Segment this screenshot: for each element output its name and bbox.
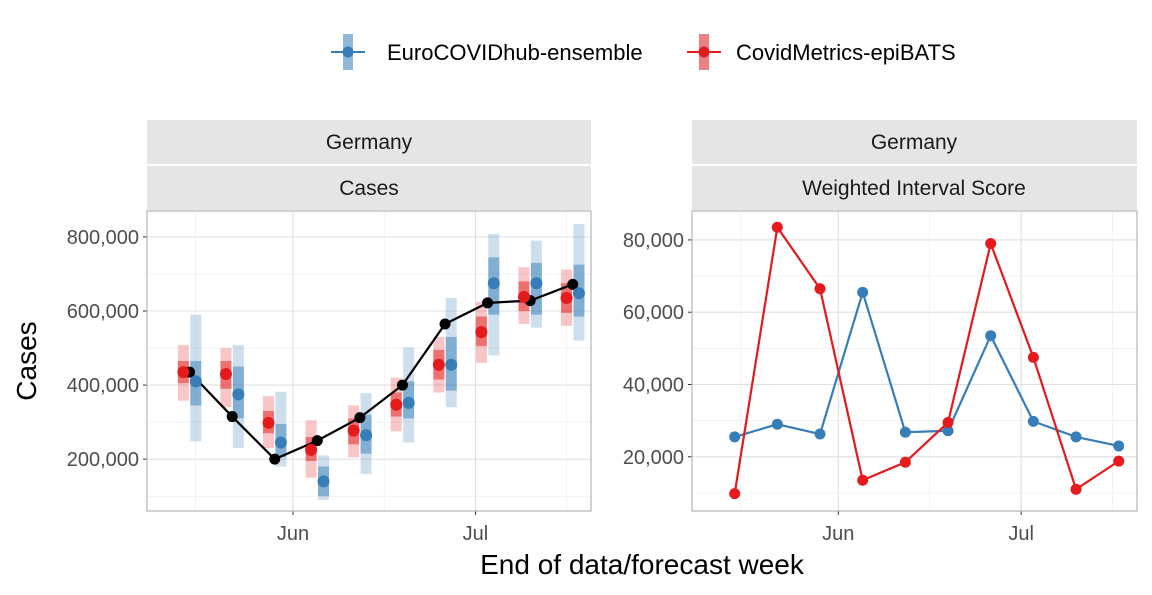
- cases-y-tick-label: 600,000: [67, 301, 139, 323]
- ensemble-median-point: [445, 358, 458, 371]
- ensemble-median-point: [487, 277, 500, 290]
- epibats-median-point: [390, 398, 403, 411]
- cases-y-tick-label: 400,000: [67, 375, 139, 397]
- wis-x-tick-label: Jun: [822, 523, 854, 545]
- right-strip-metric: Weighted Interval Score: [802, 177, 1026, 200]
- epibats-median-point: [432, 358, 445, 371]
- ensemble-median-point: [232, 388, 245, 401]
- wis-y-tick-label: 40,000: [623, 374, 684, 396]
- wis-y-tick-label: 80,000: [623, 230, 684, 252]
- epibats-median-point: [347, 424, 360, 437]
- ensemble-wis-line: [734, 288, 1119, 448]
- wis-panel-border: [691, 210, 1138, 512]
- cases-panel: 200,000 400,000 600,000 800,000 Jun Jul: [67, 210, 592, 545]
- ensemble-wis-point: [899, 426, 911, 438]
- ensemble-wis-point: [1027, 415, 1039, 427]
- wis-y-tick-label: 20,000: [623, 447, 684, 469]
- epibats-median-point: [475, 326, 488, 339]
- epibats-median-point: [305, 443, 318, 456]
- observed-cases-line: [188, 283, 574, 461]
- epibats-median-point: [262, 416, 275, 429]
- observed-cases-point: [482, 297, 494, 309]
- cases-y-tick-label: 200,000: [67, 449, 139, 471]
- ensemble-wis-point: [729, 431, 741, 443]
- left-strip-bottom: [147, 166, 591, 210]
- observed-cases-point: [269, 453, 281, 465]
- epibats-wis-point: [729, 488, 741, 500]
- cases-panel-border: [146, 210, 592, 512]
- ensemble-wis-point: [1113, 440, 1125, 452]
- y-axis-title: Cases: [11, 321, 42, 400]
- wis-panel-background: [692, 211, 1137, 511]
- cases-x-tick-label: Jun: [277, 523, 309, 545]
- left-strip-location: Germany: [326, 131, 413, 154]
- legend-item-epibats: CovidMetrics-epiBATS: [687, 34, 956, 70]
- epibats-wis-point: [1070, 483, 1082, 495]
- epibats-wis-line: [733, 224, 1120, 494]
- ensemble-median-point: [360, 429, 373, 442]
- epibats-wis-point: [771, 221, 783, 233]
- ensemble-wis-point: [771, 418, 783, 430]
- wis-panel: 20,000 40,000 60,000 80,000 Jun Jul: [623, 210, 1138, 545]
- epibats-wis-point: [942, 416, 954, 428]
- epibats-wis-point: [899, 456, 911, 468]
- epibats-median-point: [560, 292, 573, 305]
- epibats-wis-point: [1113, 455, 1125, 467]
- ensemble-median-point: [274, 436, 287, 449]
- ensemble-median-point: [530, 277, 543, 290]
- right-panel-strips: Germany Weighted Interval Score: [692, 120, 1137, 210]
- left-strip-top: [147, 120, 591, 164]
- cases-x-tick-label: Jul: [463, 523, 489, 545]
- left-strip-target: Cases: [339, 177, 399, 200]
- ensemble-median-point: [402, 396, 415, 409]
- observed-cases-point: [439, 318, 451, 330]
- ensemble-median-point: [572, 287, 585, 300]
- x-axis-title: End of data/forecast week: [480, 549, 805, 580]
- ensemble-wis-point: [985, 330, 997, 342]
- legend: EuroCOVIDhub-ensemble CovidMetrics-epiBA…: [331, 34, 956, 70]
- cases-y-tick-label: 800,000: [67, 227, 139, 249]
- legend-key-epibats-point: [698, 46, 710, 58]
- epibats-median-point: [177, 366, 190, 379]
- observed-cases-point: [311, 435, 323, 447]
- observed-cases-point: [354, 412, 366, 424]
- legend-label-ensemble: EuroCOVIDhub-ensemble: [387, 40, 643, 65]
- epibats-wis-point: [857, 474, 869, 486]
- right-strip-location: Germany: [871, 131, 958, 154]
- ensemble-wis-point: [942, 425, 954, 437]
- ensemble-median-point: [189, 375, 202, 388]
- observed-cases-point: [567, 278, 579, 290]
- ensemble-median-point: [317, 475, 330, 488]
- right-strip-bottom: [692, 166, 1137, 210]
- left-panel-strips: Germany Cases: [147, 120, 591, 210]
- observed-cases-point: [396, 379, 408, 391]
- ensemble-wis-point: [857, 286, 869, 298]
- ensemble-wis-point: [814, 428, 826, 440]
- wis-x-tick-label: Jul: [1008, 523, 1034, 545]
- wis-y-tick-label: 60,000: [623, 302, 684, 324]
- epibats-wis-point: [985, 238, 997, 250]
- epibats-median-point: [517, 290, 530, 303]
- epibats-median-point: [219, 367, 232, 380]
- epibats-wis-point: [814, 283, 826, 295]
- right-strip-top: [692, 120, 1137, 164]
- legend-item-ensemble: EuroCOVIDhub-ensemble: [331, 34, 643, 70]
- legend-key-ensemble-point: [342, 46, 354, 58]
- ensemble-wis-point: [1070, 431, 1082, 443]
- epibats-wis-point: [1027, 351, 1039, 363]
- observed-cases-point: [226, 411, 238, 423]
- legend-label-epibats: CovidMetrics-epiBATS: [736, 40, 956, 65]
